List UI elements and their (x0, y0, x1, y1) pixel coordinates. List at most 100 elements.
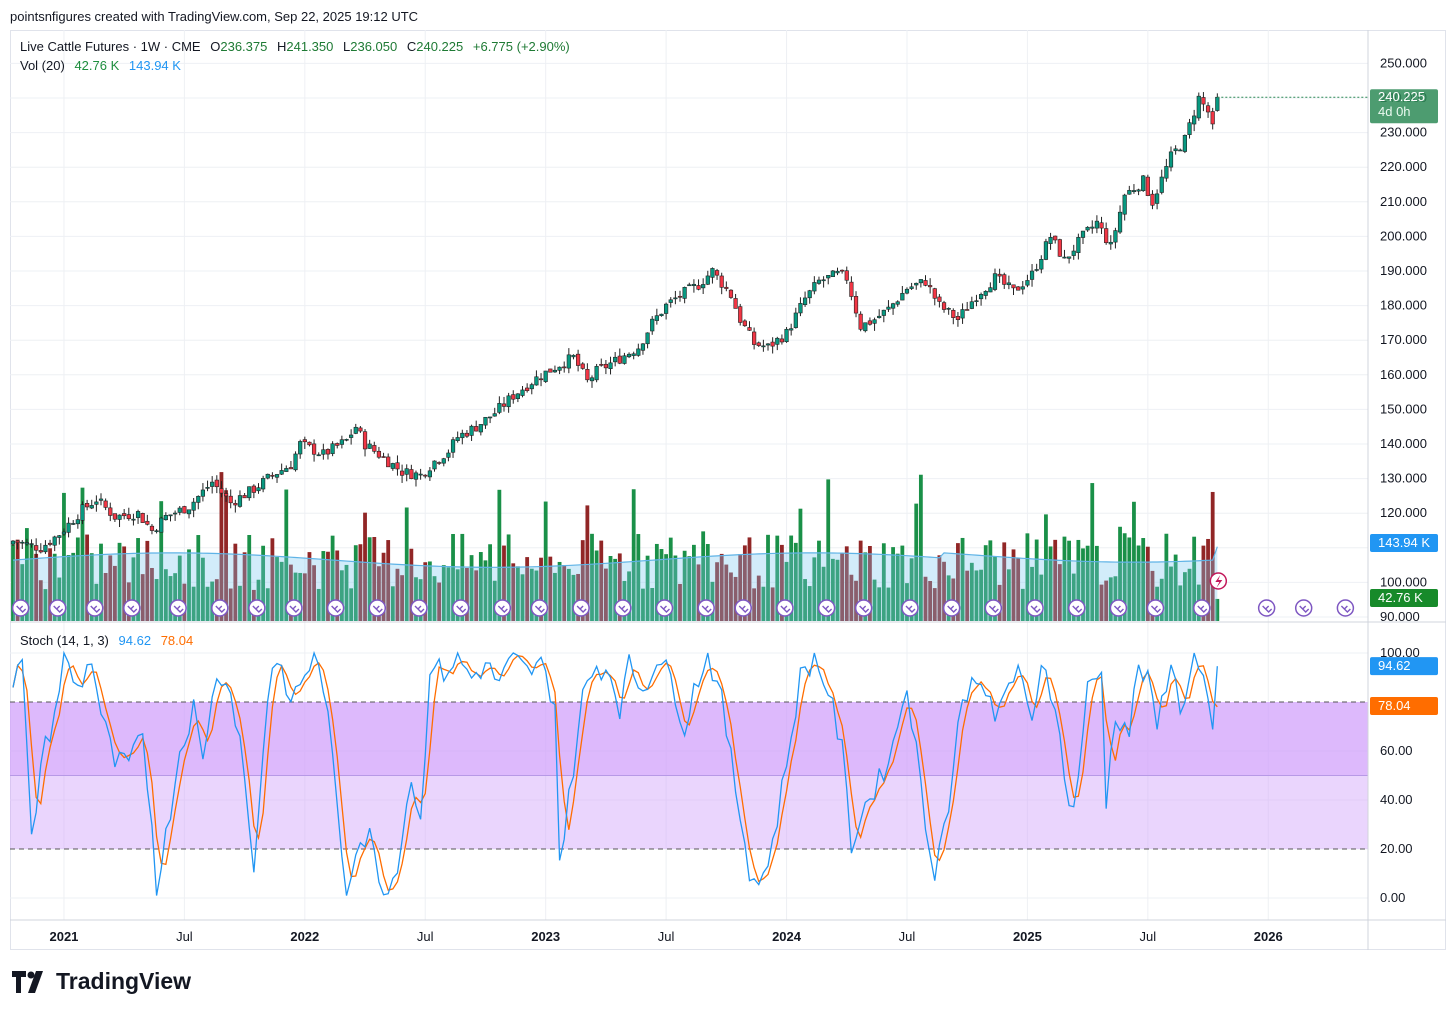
rollover-arrow-glyph (414, 605, 425, 613)
rollover-event-icon[interactable] (1294, 599, 1313, 617)
volume-label[interactable]: Vol (20) (20, 58, 65, 73)
candle-body (1127, 190, 1132, 195)
rollover-event-icon[interactable] (169, 599, 187, 617)
tradingview-logo-icon (12, 970, 43, 993)
lightning-event-icon[interactable] (1209, 572, 1228, 590)
candle-body (761, 345, 766, 348)
candle-body (464, 432, 470, 437)
candle-body (626, 353, 632, 358)
volume-bar (404, 507, 409, 621)
rollover-event-icon[interactable] (776, 599, 794, 617)
rollover-event-icon[interactable] (1336, 599, 1355, 617)
candle-body (126, 514, 131, 520)
rollover-arrow-glyph (1340, 605, 1351, 613)
rollover-event-icon[interactable] (368, 599, 387, 617)
x-tick-label: Jul (176, 929, 193, 944)
x-tick-label: Jul (417, 929, 434, 944)
volume-bar (1057, 564, 1062, 621)
volume-legend: Vol (20) 42.76 K 143.94 K (20, 58, 187, 73)
volume-bar (154, 579, 159, 621)
rollover-event-icon[interactable] (1067, 599, 1086, 617)
price-tick-label: 130.000 (1380, 471, 1427, 486)
volume-bar (210, 581, 215, 621)
stoch-k-badge[interactable]: 94.62 (1370, 657, 1438, 676)
price-tick-label: 180.000 (1380, 298, 1427, 313)
candle-body (256, 487, 261, 492)
rollover-event-icon[interactable] (817, 599, 836, 617)
volume-bar (562, 565, 567, 621)
rollover-event-icon[interactable] (211, 599, 229, 617)
candle-body (404, 468, 409, 475)
last-price-text: 240.225 (1378, 89, 1425, 104)
volume-bar (742, 545, 747, 621)
rollover-arrow-glyph (497, 605, 508, 613)
volume-bar (163, 569, 168, 621)
candle-body (733, 298, 738, 309)
rollover-event-icon[interactable] (655, 599, 674, 617)
rollover-event-icon[interactable] (11, 599, 30, 617)
volume-bar (863, 552, 868, 621)
candle-body (1113, 230, 1118, 243)
candle-body (173, 512, 178, 515)
candle-body (1053, 235, 1058, 241)
rollover-event-icon[interactable] (901, 599, 919, 617)
rollover-event-icon[interactable] (854, 599, 873, 617)
stoch-d-badge[interactable]: 78.04 (1370, 697, 1438, 715)
volume-bar (580, 540, 585, 621)
rollover-event-icon[interactable] (942, 599, 961, 617)
rollover-event-icon[interactable] (326, 599, 345, 617)
candle-body (599, 364, 604, 366)
rollover-event-icon[interactable] (1109, 599, 1128, 617)
stoch-label[interactable]: Stoch (14, 1, 3) (20, 633, 109, 648)
footer-brand[interactable]: TradingView (12, 968, 191, 995)
candle-body (802, 297, 808, 305)
candle-body (311, 443, 317, 455)
volume-bar (1150, 570, 1155, 621)
rollover-event-icon[interactable] (285, 599, 303, 617)
symbol-title[interactable]: Live Cattle Futures · 1W · CME (20, 39, 201, 54)
rollover-event-icon[interactable] (1257, 599, 1276, 617)
rollover-event-icon[interactable] (697, 599, 715, 617)
volume-bar (52, 553, 57, 621)
price-tick-label: 100.000 (1380, 574, 1427, 589)
volume-bar (136, 538, 140, 621)
rollover-event-icon[interactable] (1026, 599, 1044, 617)
volume-ma-badge[interactable]: 143.94 K (1370, 534, 1438, 552)
stoch-tick-label: 40.00 (1380, 792, 1413, 807)
rollover-event-icon[interactable] (123, 599, 141, 617)
candle-body (784, 328, 789, 343)
candle-body (108, 507, 113, 516)
rollover-event-icon[interactable] (1146, 599, 1165, 617)
volume-bar (886, 587, 891, 621)
volume-bar (682, 550, 687, 621)
candle-body (765, 343, 771, 346)
volume-bar (511, 563, 516, 621)
rollover-event-icon[interactable] (410, 599, 428, 617)
candle-body (983, 291, 988, 296)
volume-bar (1048, 546, 1053, 621)
rollover-event-icon[interactable] (530, 599, 549, 617)
volume-bar (344, 564, 349, 621)
rollover-event-icon[interactable] (48, 599, 67, 617)
rollover-event-icon[interactable] (85, 599, 104, 617)
candle-body (163, 514, 168, 521)
candle-body (390, 463, 395, 469)
volume-bar (553, 572, 557, 621)
candle-body (1201, 97, 1206, 105)
rollover-event-icon[interactable] (493, 599, 512, 617)
stoch-d-badge-bg (1370, 697, 1438, 715)
volume-bar (858, 540, 863, 621)
rollover-event-icon[interactable] (248, 599, 266, 617)
rollover-event-icon[interactable] (734, 599, 752, 617)
volume-bar (826, 479, 831, 621)
rollover-event-icon[interactable] (984, 599, 1003, 617)
volume-bar (664, 554, 669, 621)
rollover-event-icon[interactable] (614, 599, 632, 617)
rollover-event-icon[interactable] (572, 599, 590, 617)
rollover-event-icon[interactable] (1193, 599, 1211, 617)
rollover-event-icon[interactable] (451, 599, 470, 617)
candle-body (543, 370, 548, 382)
volume-badge[interactable]: 42.76 K (1370, 589, 1438, 607)
